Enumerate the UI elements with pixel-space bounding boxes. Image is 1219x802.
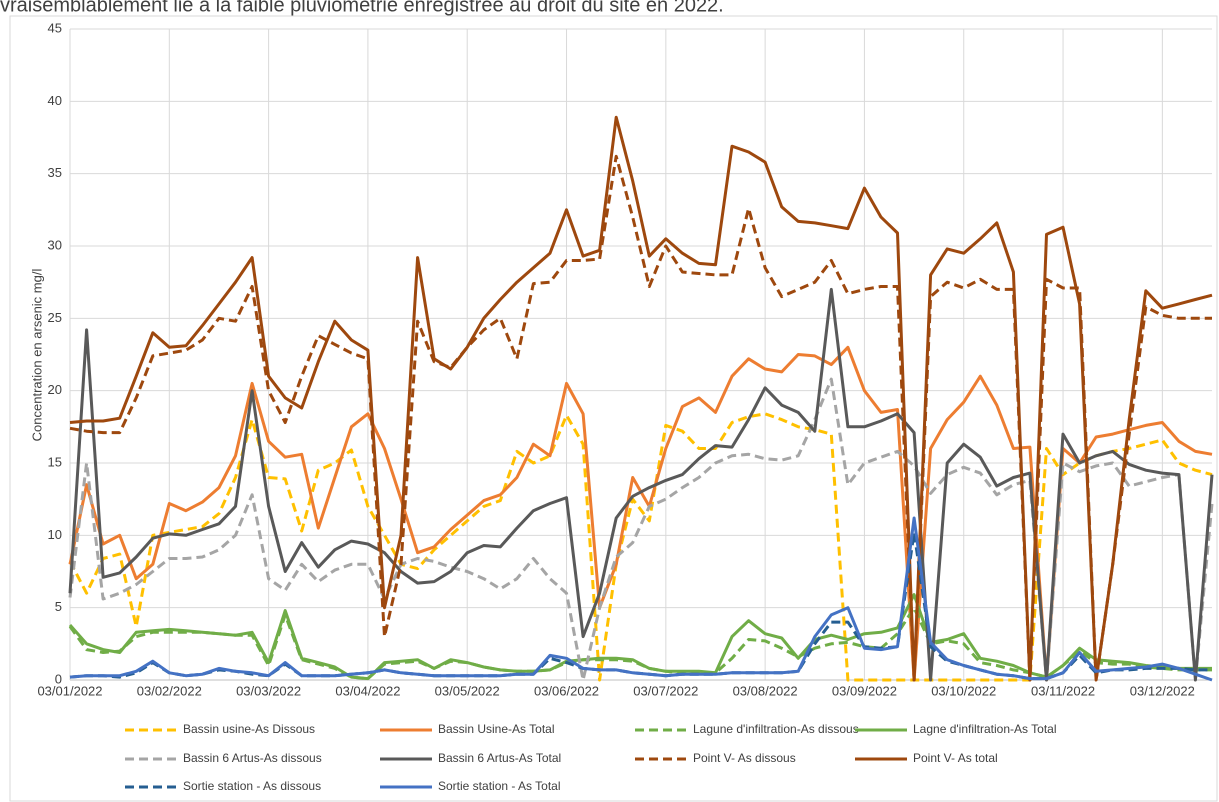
x-tick-label: 03/06/2022 xyxy=(534,683,599,698)
x-tick-label: 03/04/2022 xyxy=(335,683,400,698)
y-tick-label: 5 xyxy=(55,599,62,614)
x-tick-label: 03/08/2022 xyxy=(733,683,798,698)
x-tick-label: 03/12/2022 xyxy=(1130,683,1195,698)
legend-label: Lagne d'infiltration-As Total xyxy=(913,722,1057,736)
x-tick-label: 03/11/2022 xyxy=(1031,683,1095,698)
series-line xyxy=(68,287,1214,682)
legend-label: Bassin 6 Artus-As Total xyxy=(438,751,561,765)
x-tick-label: 03/02/2022 xyxy=(137,683,202,698)
x-tick-label: 03/03/2022 xyxy=(236,683,301,698)
series-line xyxy=(69,516,1213,682)
legend-label: Point V- As dissous xyxy=(693,751,796,765)
y-tick-label: 35 xyxy=(48,165,62,180)
chart-frame xyxy=(9,15,1218,802)
y-tick-label: 0 xyxy=(55,671,62,686)
x-tick-label: 03/07/2022 xyxy=(633,683,698,698)
y-tick-label: 10 xyxy=(48,527,62,542)
legend-label: Bassin 6 Artus-As dissous xyxy=(183,751,322,765)
y-tick-label: 25 xyxy=(48,310,62,325)
legend-label: Bassin usine-As Dissous xyxy=(183,722,315,736)
y-tick-label: 20 xyxy=(48,382,62,397)
series-line xyxy=(68,593,1212,681)
legend-label: Point V- As total xyxy=(913,751,998,765)
y-tick-label: 30 xyxy=(48,237,62,252)
series-line xyxy=(68,412,1213,682)
caption: vraisemblablement lié à la faible pluvio… xyxy=(0,0,724,16)
legend-label: Bassin Usine-As Total xyxy=(438,722,555,736)
legend-label: Sortie station - As dissous xyxy=(183,779,321,793)
series-line xyxy=(69,115,1213,682)
x-tick-label: 03/09/2022 xyxy=(832,683,897,698)
legend-label: Lagune d'infiltration-As dissous xyxy=(693,722,859,736)
y-axis-label: Concentration en arsenic mg/l xyxy=(29,269,44,442)
x-tick-label: 03/01/2022 xyxy=(37,683,102,698)
y-tick-label: 40 xyxy=(48,93,62,108)
y-tick-label: 15 xyxy=(48,454,62,469)
x-tick-label: 03/10/2022 xyxy=(931,683,996,698)
legend-label: Sortie station - As Total xyxy=(438,779,561,793)
y-tick-label: 45 xyxy=(48,20,62,35)
x-tick-label: 03/05/2022 xyxy=(435,683,500,698)
